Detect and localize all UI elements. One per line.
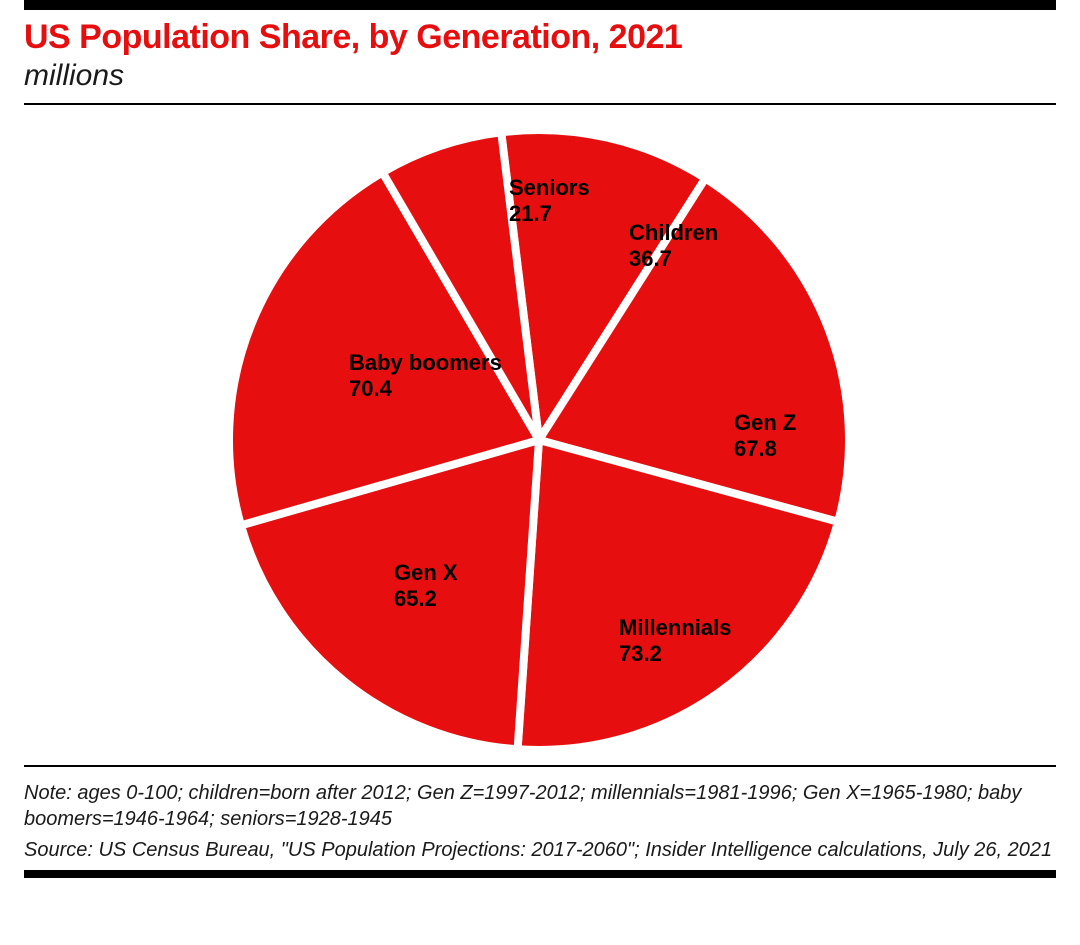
pie-chart-area: Children36.7Gen Z67.8Millennials73.2Gen … [24, 105, 1056, 765]
footer-note: Note: ages 0-100; children=born after 20… [24, 781, 1056, 832]
chart-subtitle: millions [24, 59, 1056, 93]
bottom-border-bar [24, 870, 1056, 878]
pie-chart-svg: Children36.7Gen Z67.8Millennials73.2Gen … [24, 110, 1056, 770]
top-border-bar [24, 0, 1056, 10]
chart-container: US Population Share, by Generation, 2021… [0, 0, 1080, 878]
footer-source: Source: US Census Bureau, "US Population… [24, 838, 1056, 864]
chart-title: US Population Share, by Generation, 2021 [24, 18, 1056, 57]
chart-footer: Note: ages 0-100; children=born after 20… [24, 767, 1056, 864]
